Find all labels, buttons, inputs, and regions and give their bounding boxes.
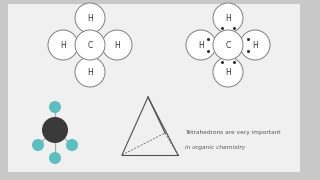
Text: C: C xyxy=(225,40,231,50)
Circle shape xyxy=(102,30,132,60)
Circle shape xyxy=(213,30,243,60)
Circle shape xyxy=(240,30,270,60)
Circle shape xyxy=(213,3,243,33)
Text: in organic chemistry: in organic chemistry xyxy=(185,145,245,150)
Circle shape xyxy=(75,57,105,87)
Circle shape xyxy=(213,57,243,87)
Text: H: H xyxy=(225,14,231,22)
Circle shape xyxy=(48,30,78,60)
Text: H: H xyxy=(60,40,66,50)
Circle shape xyxy=(75,30,105,60)
Text: H: H xyxy=(198,40,204,50)
Text: H: H xyxy=(225,68,231,76)
Text: H: H xyxy=(87,14,93,22)
Circle shape xyxy=(49,152,61,164)
Text: H: H xyxy=(87,68,93,76)
Circle shape xyxy=(75,3,105,33)
FancyBboxPatch shape xyxy=(8,4,300,172)
Circle shape xyxy=(186,30,216,60)
Text: C: C xyxy=(87,40,92,50)
Text: H: H xyxy=(252,40,258,50)
Circle shape xyxy=(66,139,78,151)
Text: Tetrahedrons are very important: Tetrahedrons are very important xyxy=(185,130,281,135)
Circle shape xyxy=(49,101,61,113)
Text: H: H xyxy=(114,40,120,50)
Circle shape xyxy=(42,117,68,143)
Circle shape xyxy=(32,139,44,151)
